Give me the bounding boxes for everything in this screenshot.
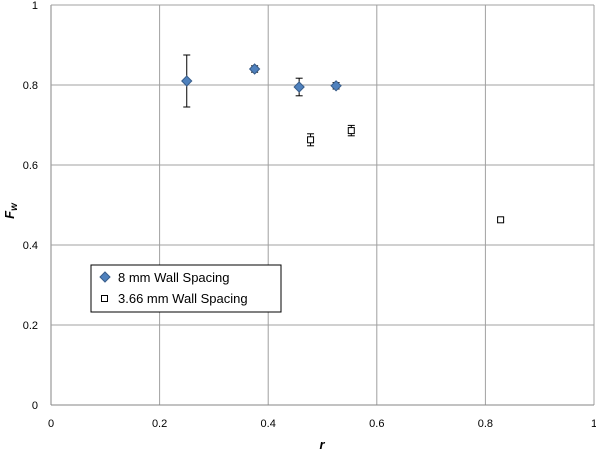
y-tick-label: 0.2 (23, 320, 38, 332)
diamond-marker (181, 75, 193, 87)
square-marker (307, 136, 315, 144)
point-3-66mm (347, 124, 355, 137)
grid-lines (50, 4, 595, 406)
legend-label-8mm: 8 mm Wall Spacing (118, 270, 230, 285)
diamond-marker (248, 63, 261, 75)
x-tick-label: 0.6 (369, 418, 384, 430)
y-tick-label: 1 (32, 0, 38, 12)
point-3-66mm (497, 216, 505, 224)
y-axis-title-sub: w (9, 202, 20, 211)
diamond-marker (293, 81, 305, 93)
diamond-marker (330, 80, 342, 92)
x-axis-title: r (319, 437, 325, 451)
legend-marker-8mm (99, 271, 111, 283)
point-8mm (181, 54, 193, 108)
square-marker (347, 127, 355, 135)
legend-label-3-66mm: 3.66 mm Wall Spacing (118, 291, 248, 306)
x-tick-label: 0 (48, 418, 54, 430)
y-axis-title-main: F (2, 210, 17, 219)
point-8mm (330, 80, 342, 92)
x-tick-label: 1 (591, 418, 596, 430)
y-tick-label: 0 (32, 400, 38, 412)
x-tick-label: 0.2 (152, 418, 167, 430)
x-tick-label: 0.4 (261, 418, 276, 430)
y-axis-title: Fw (2, 202, 20, 219)
y-tick-label: 0.8 (23, 80, 38, 92)
legend-marker-3-66mm (101, 295, 108, 302)
square-marker (497, 216, 505, 224)
x-tick-labels: 0 0.2 0.4 0.6 0.8 1 (48, 418, 596, 430)
point-8mm (248, 63, 261, 75)
y-tick-label: 0.4 (23, 240, 38, 252)
data-points (181, 54, 505, 224)
legend-box (90, 264, 282, 313)
legend: 8 mm Wall Spacing 3.66 mm Wall Spacing (90, 264, 282, 313)
x-tick-label: 0.8 (478, 418, 493, 430)
point-3-66mm (307, 133, 315, 147)
point-8mm (293, 77, 305, 97)
y-tick-labels: 0 0.2 0.4 0.6 0.8 1 (23, 0, 38, 412)
y-tick-label: 0.6 (23, 160, 38, 172)
